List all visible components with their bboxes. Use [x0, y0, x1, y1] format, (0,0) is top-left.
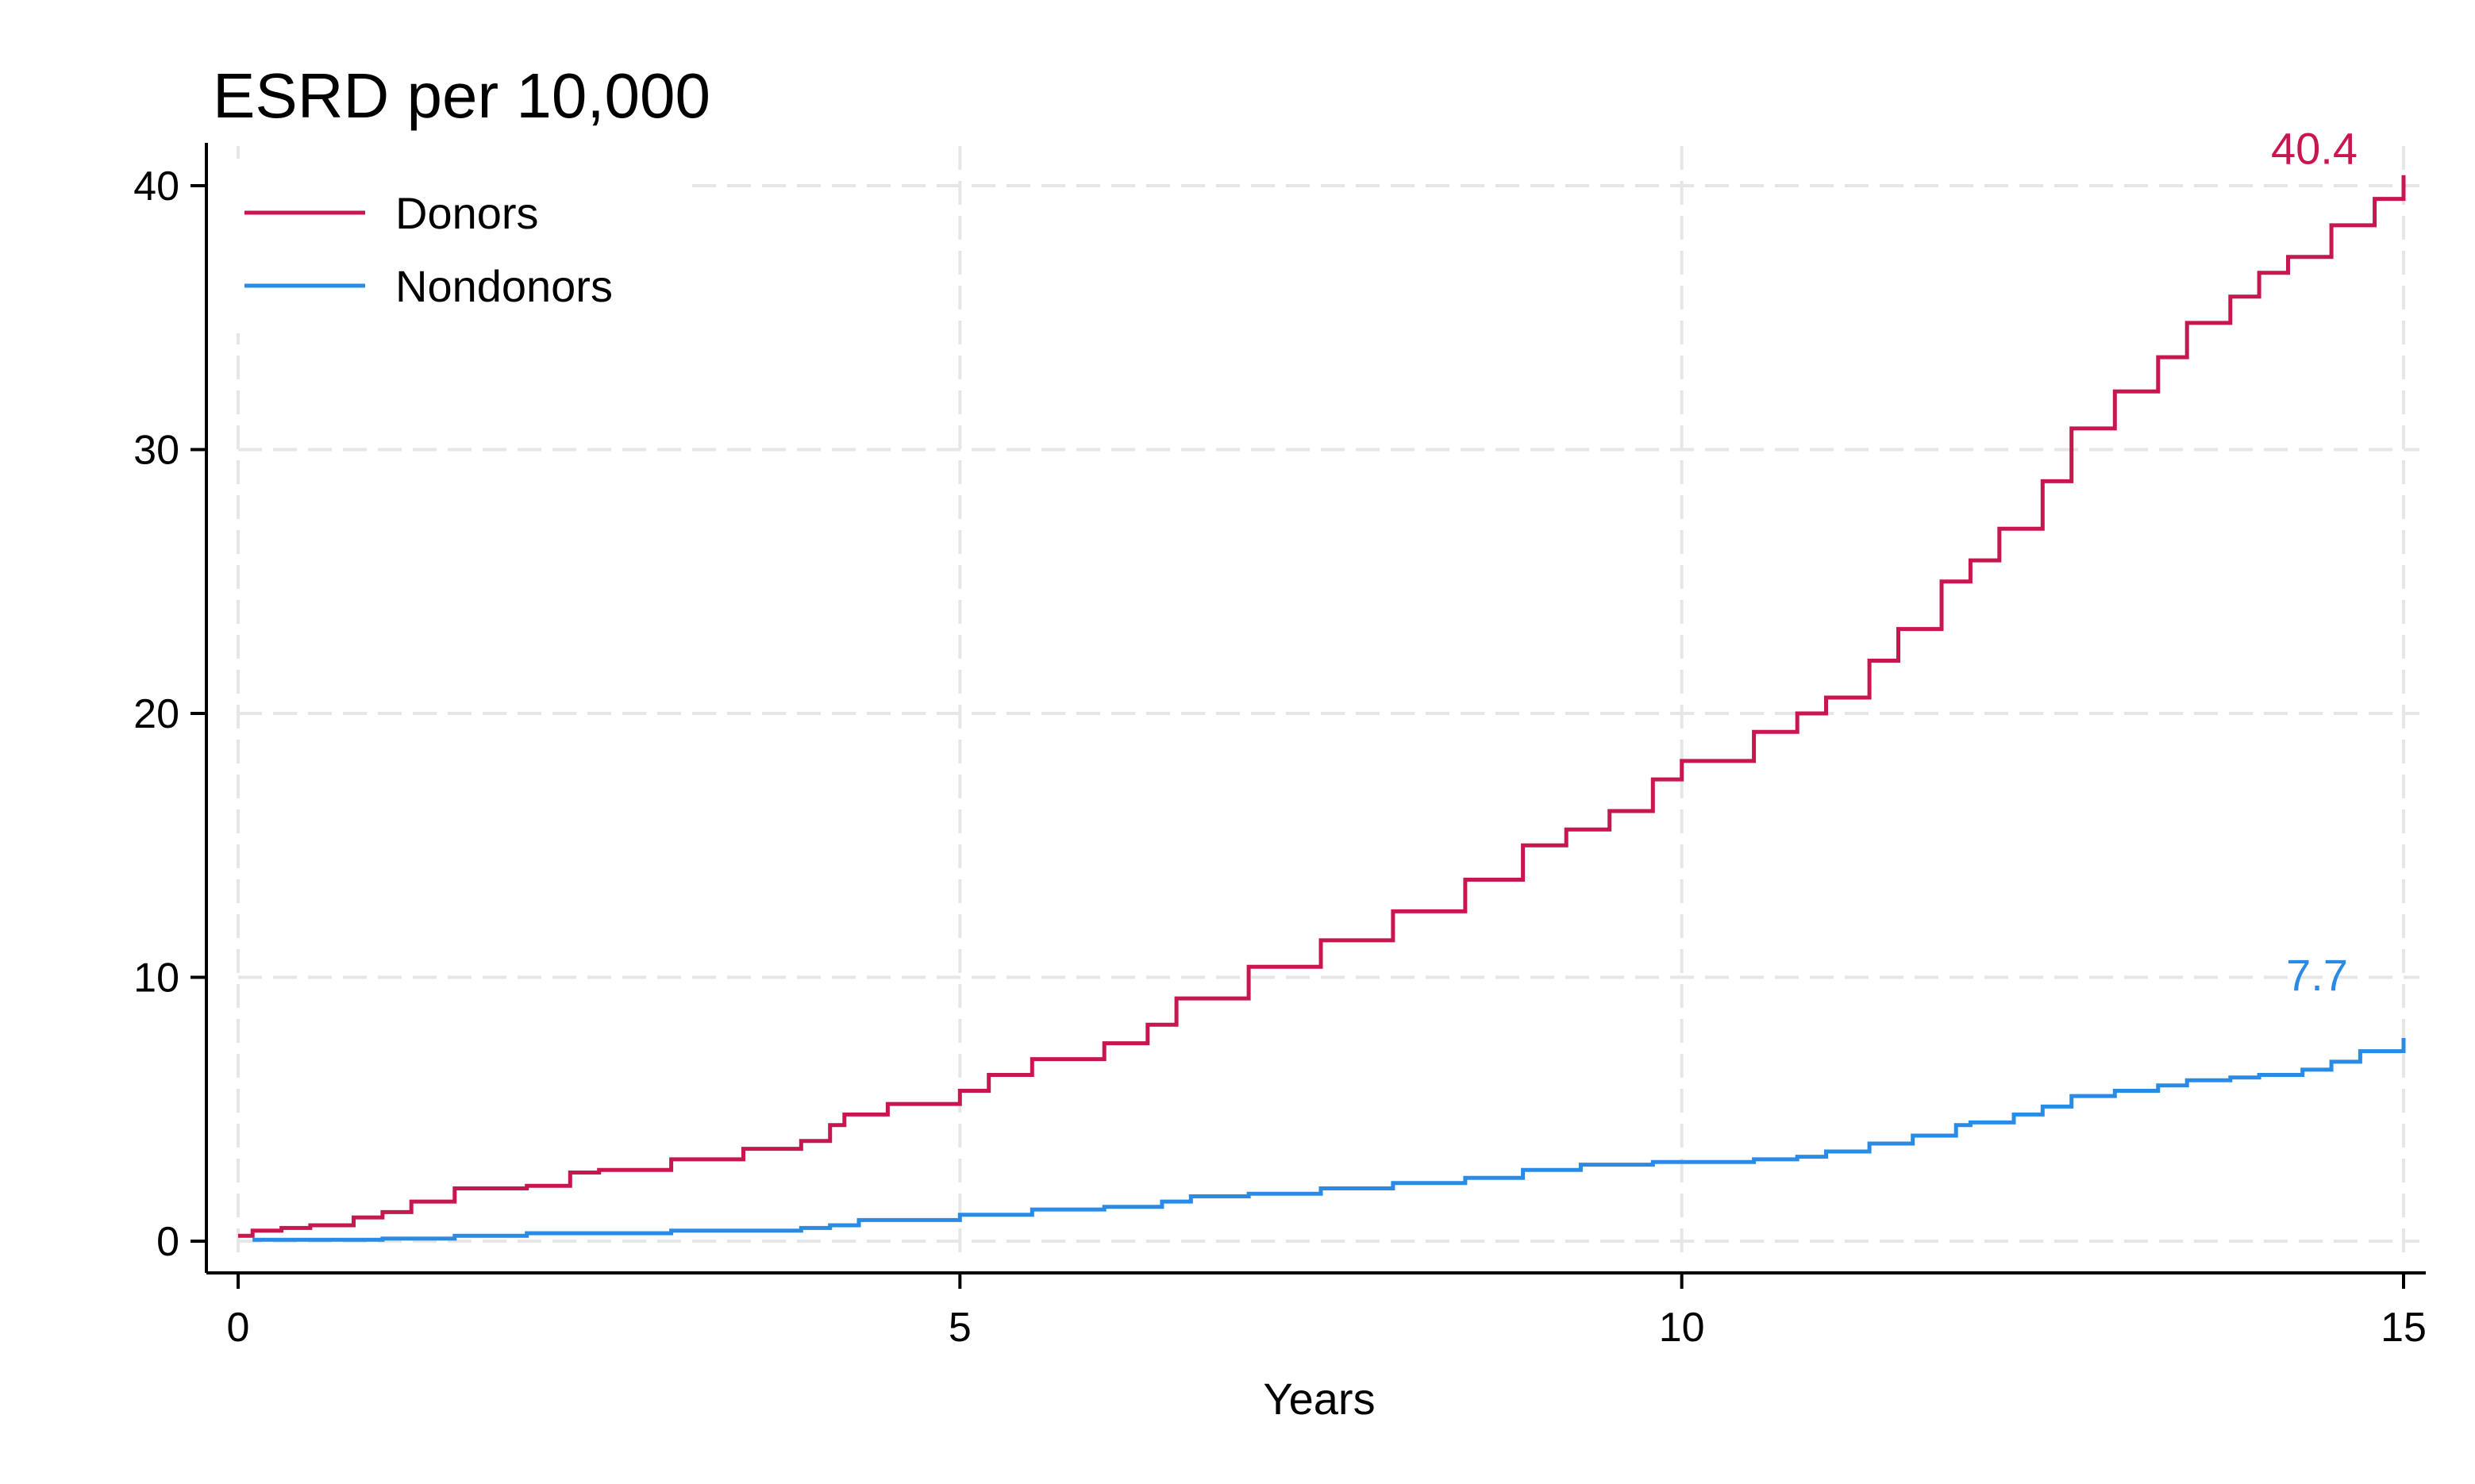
legend-label-nondonors: Nondonors	[395, 261, 613, 311]
legend-background	[230, 159, 691, 333]
end-labels: 40.4 7.7	[2271, 124, 2358, 1000]
y-tick-label: 40	[133, 163, 179, 210]
y-tick-label: 30	[133, 428, 179, 474]
x-tick-label: 0	[227, 1305, 250, 1351]
y-tick-label: 20	[133, 691, 179, 737]
x-axis-title: Years	[1263, 1374, 1375, 1424]
tick-labels: 0 10 20 30 40 0 5 10 15	[133, 163, 2427, 1351]
series-line-donors	[238, 175, 2406, 1238]
legend: Donors Nondonors	[244, 188, 613, 311]
x-tick-label: 10	[1659, 1305, 1705, 1351]
end-label-donors: 40.4	[2271, 124, 2358, 174]
x-tick-label: 15	[2381, 1305, 2427, 1351]
series-line-nondonors	[252, 1038, 2406, 1242]
end-label-nondonors: 7.7	[2286, 950, 2348, 1000]
x-tick-label: 5	[949, 1305, 972, 1351]
axes	[191, 143, 2426, 1289]
y-tick-label: 10	[133, 955, 179, 1002]
series-layer	[238, 175, 2406, 1242]
grid-lines	[237, 146, 2419, 1257]
chart-title: ESRD per 10,000	[213, 60, 710, 131]
y-tick-label: 0	[156, 1219, 179, 1265]
legend-label-donors: Donors	[395, 188, 539, 238]
